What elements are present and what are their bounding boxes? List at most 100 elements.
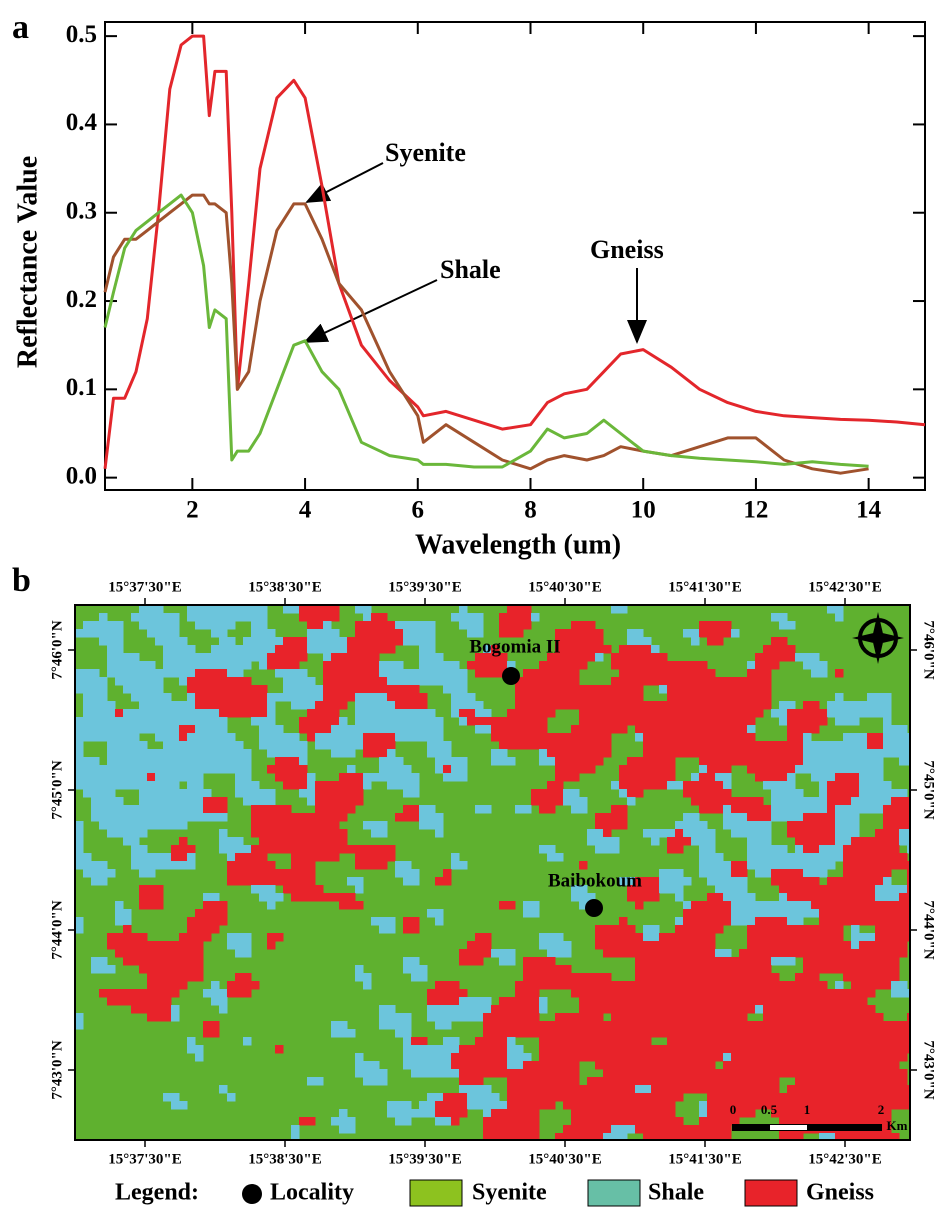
raster-cell	[787, 757, 796, 766]
raster-cell	[907, 1045, 916, 1054]
raster-cell	[483, 1069, 492, 1078]
raster-cell	[755, 1037, 764, 1046]
raster-cell	[787, 997, 796, 1006]
raster-cell	[531, 1093, 540, 1102]
raster-cell	[355, 669, 364, 678]
raster-cell	[435, 741, 444, 750]
raster-cell	[659, 773, 668, 782]
raster-cell	[787, 741, 796, 750]
raster-cell	[819, 981, 828, 990]
raster-cell	[211, 709, 220, 718]
raster-cell	[787, 917, 796, 926]
raster-cell	[747, 989, 756, 998]
raster-cell	[827, 853, 836, 862]
raster-cell	[875, 733, 884, 742]
raster-cell	[603, 1029, 612, 1038]
raster-cell	[539, 1077, 548, 1086]
raster-cell	[475, 1061, 484, 1070]
raster-cell	[683, 1013, 692, 1022]
raster-cell	[771, 613, 780, 622]
raster-cell	[843, 789, 852, 798]
raster-cell	[323, 789, 332, 798]
raster-cell	[875, 701, 884, 710]
raster-cell	[859, 997, 868, 1006]
raster-cell	[187, 861, 196, 870]
raster-cell	[795, 757, 804, 766]
x-tick-label: 12	[743, 497, 768, 524]
raster-cell	[171, 621, 180, 630]
raster-cell	[707, 989, 716, 998]
raster-cell	[547, 805, 556, 814]
raster-cell	[547, 733, 556, 742]
raster-cell	[275, 725, 284, 734]
raster-cell	[867, 1045, 876, 1054]
raster-cell	[411, 1045, 420, 1054]
raster-cell	[803, 925, 812, 934]
raster-cell	[115, 781, 124, 790]
raster-cell	[387, 709, 396, 718]
raster-cell	[299, 645, 308, 654]
raster-cell	[147, 709, 156, 718]
raster-cell	[819, 789, 828, 798]
raster-cell	[795, 1013, 804, 1022]
raster-cell	[539, 1069, 548, 1078]
raster-cell	[827, 1093, 836, 1102]
raster-cell	[603, 837, 612, 846]
raster-cell	[779, 861, 788, 870]
raster-cell	[643, 1109, 652, 1118]
raster-cell	[427, 677, 436, 686]
raster-cell	[619, 981, 628, 990]
raster-cell	[251, 821, 260, 830]
raster-cell	[707, 925, 716, 934]
y-tick-label: 0.5	[66, 21, 97, 48]
raster-cell	[827, 797, 836, 806]
raster-cell	[99, 821, 108, 830]
raster-cell	[771, 845, 780, 854]
raster-cell	[675, 717, 684, 726]
raster-cell	[379, 741, 388, 750]
raster-cell	[739, 733, 748, 742]
raster-cell	[171, 781, 180, 790]
raster-cell	[123, 837, 132, 846]
raster-cell	[603, 1117, 612, 1126]
raster-cell	[99, 701, 108, 710]
raster-cell	[499, 1037, 508, 1046]
raster-cell	[187, 789, 196, 798]
raster-cell	[843, 1093, 852, 1102]
raster-cell	[539, 797, 548, 806]
raster-cell	[675, 837, 684, 846]
raster-cell	[627, 1005, 636, 1014]
raster-cell	[723, 1077, 732, 1086]
raster-cell	[651, 653, 660, 662]
raster-cell	[603, 989, 612, 998]
raster-cell	[467, 1045, 476, 1054]
raster-cell	[715, 693, 724, 702]
raster-cell	[139, 813, 148, 822]
raster-cell	[435, 813, 444, 822]
raster-cell	[291, 829, 300, 838]
longitude-label: 15°38'30"E	[248, 579, 322, 595]
raster-cell	[547, 949, 556, 958]
raster-cell	[563, 701, 572, 710]
raster-cell	[443, 677, 452, 686]
raster-cell	[603, 1109, 612, 1118]
raster-cell	[683, 1037, 692, 1046]
raster-cell	[563, 1101, 572, 1110]
raster-cell	[691, 965, 700, 974]
raster-cell	[411, 869, 420, 878]
raster-cell	[459, 957, 468, 966]
raster-cell	[371, 661, 380, 670]
raster-cell	[603, 1037, 612, 1046]
raster-cell	[715, 709, 724, 718]
raster-cell	[691, 909, 700, 918]
raster-cell	[227, 685, 236, 694]
raster-cell	[435, 1093, 444, 1102]
raster-cell	[339, 725, 348, 734]
raster-cell	[107, 821, 116, 830]
raster-cell	[443, 661, 452, 670]
raster-cell	[707, 1069, 716, 1078]
raster-cell	[291, 685, 300, 694]
raster-cell	[755, 1005, 764, 1014]
raster-cell	[187, 813, 196, 822]
raster-cell	[515, 1125, 524, 1134]
